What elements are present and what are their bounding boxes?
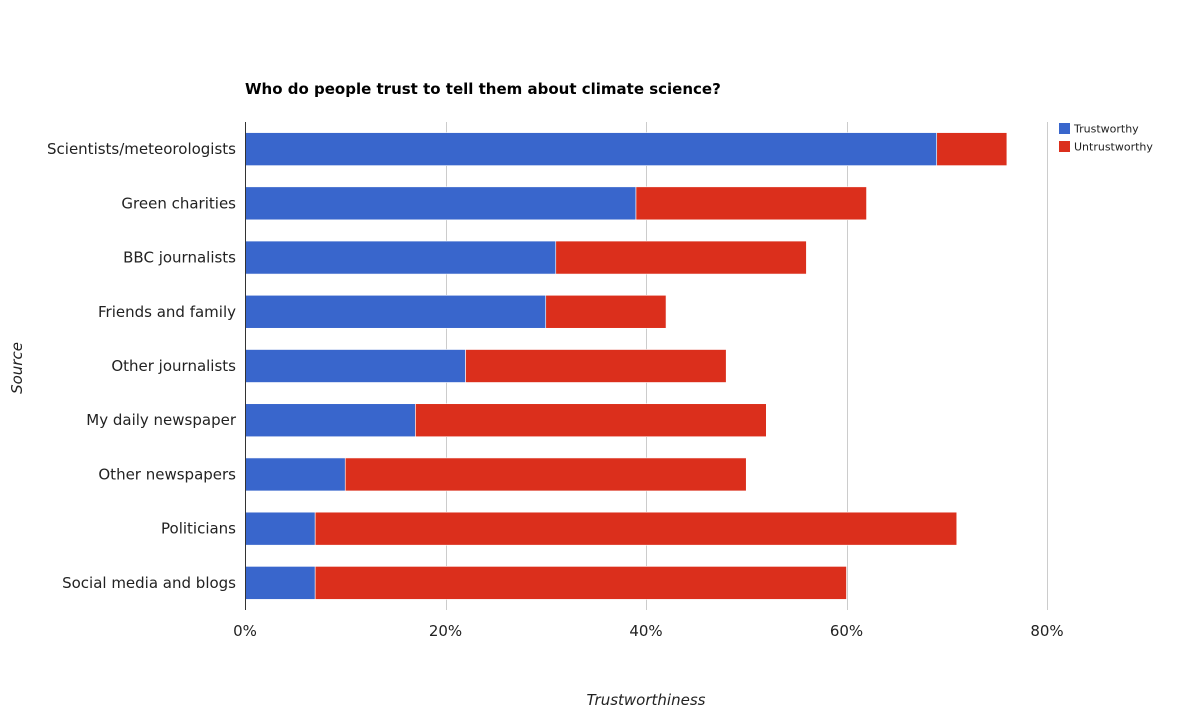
bar-trustworthy-8 [244,566,316,600]
y-tick-label: Green charities [121,194,236,212]
y-tick-label: BBC journalists [123,249,236,267]
bar-trustworthy-3 [244,294,547,329]
legend: Trustworthy Untrustworthy [1059,123,1153,154]
bar-trustworthy-2 [244,240,557,275]
x-tick-labels: 0% 20% 40% 60% 80% [233,622,1064,640]
bar-trustworthy-4 [244,349,466,383]
bars [244,132,1008,600]
bar-untrustworthy-3 [545,294,667,329]
x-axis-title: Trustworthiness [587,691,706,709]
bar-untrustworthy-5 [415,403,767,438]
y-axis-title: Source [8,342,26,394]
chart-title: Who do people trust to tell them about c… [245,80,721,98]
y-tick-label: Social media and blogs [62,574,236,592]
legend-swatch-trustworthy [1059,123,1070,134]
legend-label-untrustworthy: Untrustworthy [1074,141,1153,154]
bar-trustworthy-1 [244,186,637,221]
bar-untrustworthy-7 [314,511,958,546]
y-tick-label: Scientists/meteorologists [47,140,236,158]
x-tick-label: 60% [830,622,863,640]
y-tick-label: Other newspapers [98,465,236,483]
y-tick-label: Other journalists [111,357,236,375]
bar-trustworthy-7 [244,511,316,546]
bar-untrustworthy-0 [936,132,1008,166]
y-tick-labels: Scientists/meteorologists Green charities… [47,140,237,592]
legend-label-trustworthy: Trustworthy [1073,123,1139,136]
legend-swatch-untrustworthy [1059,141,1070,152]
x-tick-label: 40% [629,622,662,640]
bar-trustworthy-6 [244,457,346,492]
y-tick-label: Friends and family [98,303,236,321]
y-tick-label: Politicians [161,520,236,538]
x-tick-label: 0% [233,622,257,640]
x-tick-label: 80% [1030,622,1063,640]
x-tick-label: 20% [429,622,462,640]
bar-untrustworthy-1 [635,186,867,221]
bar-untrustworthy-4 [465,349,727,383]
bar-trustworthy-0 [244,132,938,166]
bar-untrustworthy-8 [314,566,847,600]
y-tick-label: My daily newspaper [86,411,237,429]
bar-untrustworthy-2 [555,240,807,275]
bar-trustworthy-5 [244,403,416,438]
bar-untrustworthy-6 [344,457,747,492]
